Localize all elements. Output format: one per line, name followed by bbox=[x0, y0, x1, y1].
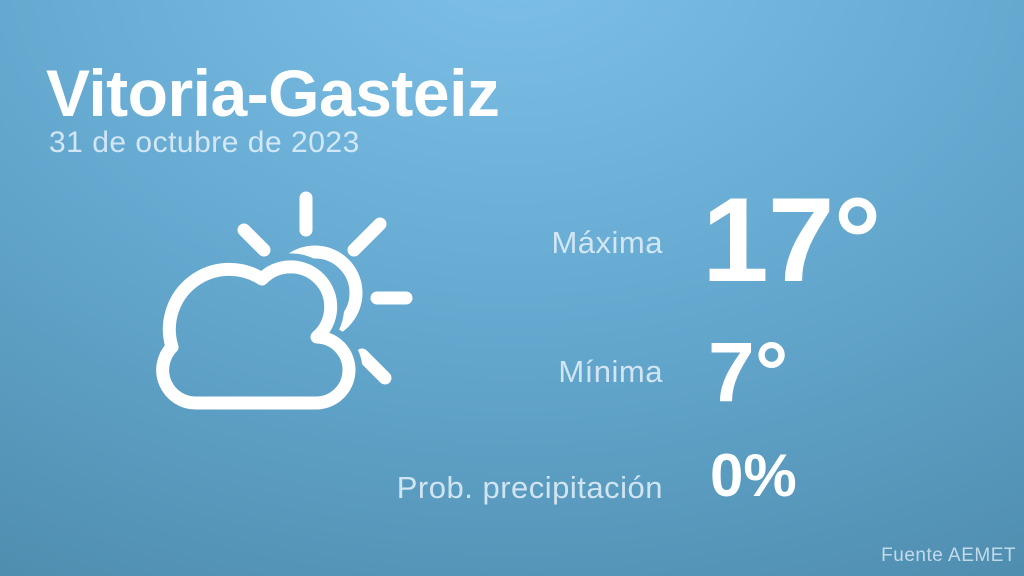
precipitation-value: 0% bbox=[710, 442, 797, 509]
max-temp-value: 17° bbox=[702, 173, 881, 307]
precipitation-label: Prob. precipitación bbox=[396, 470, 663, 505]
sun-behind-cloud-icon bbox=[140, 178, 440, 440]
max-temp-label: Máxima bbox=[551, 225, 663, 260]
date-subtitle: 31 de octubre de 2023 bbox=[49, 126, 360, 159]
page-title: Vitoria-Gasteiz bbox=[46, 56, 500, 130]
min-temp-value: 7° bbox=[708, 325, 789, 419]
min-temp-label: Mínima bbox=[558, 354, 663, 389]
source-attribution: Fuente AEMET bbox=[881, 545, 1016, 566]
